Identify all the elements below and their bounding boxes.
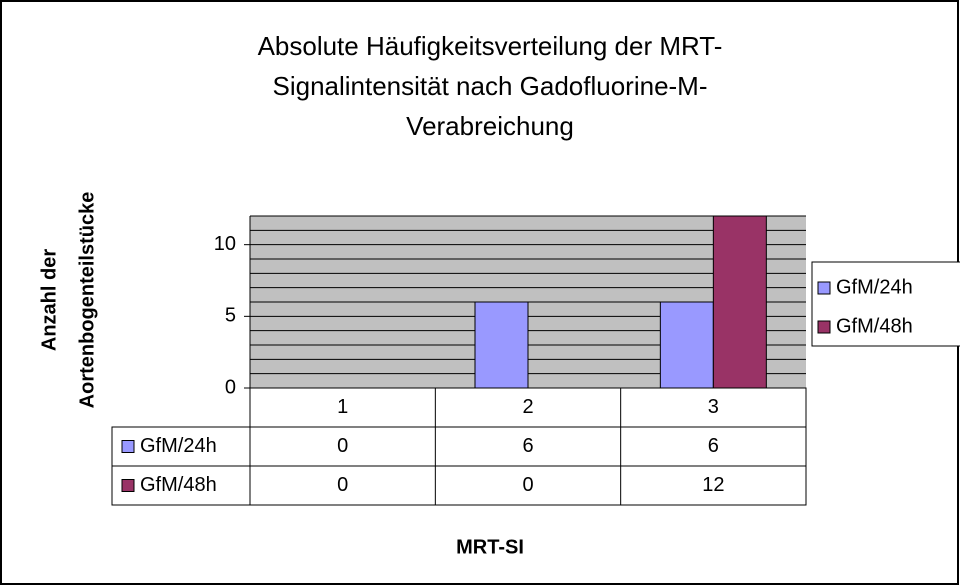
x-tick-label: 2 [522,396,533,418]
table-series-name: GfM/24h [140,435,217,457]
table-value: 0 [522,474,533,496]
table-legend-swatch [121,440,135,453]
y-tick-label: 0 [225,376,236,398]
x-axis-label: MRT-SI [456,536,524,558]
table-value: 0 [337,435,348,457]
x-tick-label: 3 [708,396,719,418]
table-value: 0 [337,474,348,496]
chart-title: Verabreichung [406,111,574,141]
table-series-name: GfM/48h [140,474,217,496]
chart-title: Signalintensität nach Gadofluorine-M- [272,71,707,101]
legend-label: GfM/48h [836,315,913,337]
y-axis-label: Anzahl der [38,249,60,351]
bar [712,215,767,389]
bar [474,301,529,389]
y-axis-label: Aortenbogenteilstücke [76,192,98,409]
x-tick-label: 1 [337,396,348,418]
table-legend-swatch [121,479,135,492]
legend-swatch [817,320,831,334]
table-value: 6 [708,435,719,457]
legend-swatch [817,281,831,295]
legend-box [811,261,960,347]
y-tick-label: 10 [214,233,236,255]
legend-label: GfM/24h [836,276,913,298]
bar [659,301,714,389]
table-value: 12 [702,474,724,496]
chart-title: Absolute Häufigkeitsverteilung der MRT- [258,31,723,61]
table-value: 6 [522,435,533,457]
y-tick-label: 5 [225,305,236,327]
